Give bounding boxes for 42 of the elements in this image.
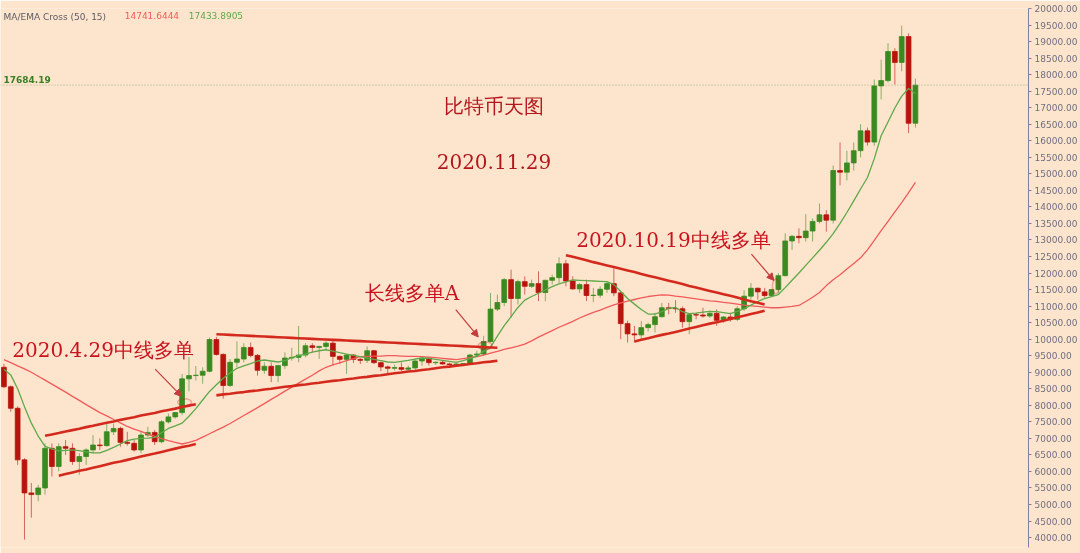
y-tick-label: 4000.00 bbox=[1034, 533, 1072, 544]
y-tick-label: 4500.00 bbox=[1034, 516, 1072, 527]
y-tick-label: 5000.00 bbox=[1034, 500, 1072, 511]
y-tick-label: 10500.00 bbox=[1034, 318, 1078, 329]
y-tick-label: 18500.00 bbox=[1034, 53, 1078, 64]
y-tick-label: 8500.00 bbox=[1034, 384, 1072, 395]
annotation: 2020.10.19中线多单 bbox=[576, 228, 771, 253]
y-tick-label: 7500.00 bbox=[1034, 417, 1072, 428]
y-tick-label: 13500.00 bbox=[1034, 218, 1078, 229]
y-tick-label: 17000.00 bbox=[1034, 103, 1078, 114]
y-tick-label: 10000.00 bbox=[1034, 334, 1078, 345]
y-tick-label: 12000.00 bbox=[1034, 268, 1078, 279]
y-tick-label: 16000.00 bbox=[1034, 136, 1078, 147]
legend-title: MA/EMA Cross (50, 15) bbox=[3, 11, 107, 22]
y-tick-label: 14000.00 bbox=[1034, 202, 1078, 213]
y-tick-label: 13000.00 bbox=[1034, 235, 1078, 246]
y-tick-label: 19000.00 bbox=[1034, 37, 1078, 48]
y-tick-label: 9500.00 bbox=[1034, 351, 1072, 362]
text: 17433.8905 bbox=[188, 10, 244, 21]
y-tick-label: 5500.00 bbox=[1034, 483, 1072, 494]
annotation: 2020.4.29中线多单 bbox=[12, 337, 195, 362]
y-tick-label: 9000.00 bbox=[1034, 367, 1072, 378]
y-tick-label: 6000.00 bbox=[1034, 466, 1072, 477]
y-tick-label: 8000.00 bbox=[1034, 400, 1072, 411]
y-tick-label: 11500.00 bbox=[1034, 285, 1078, 296]
y-tick-label: 12500.00 bbox=[1034, 252, 1078, 263]
y-tick-label: 16500.00 bbox=[1034, 119, 1078, 130]
text: 比特币天图 bbox=[443, 93, 544, 118]
y-tick-label: 20000.00 bbox=[1034, 4, 1078, 14]
y-tick-label: 18000.00 bbox=[1034, 70, 1078, 81]
y-tick-label: 6500.00 bbox=[1034, 450, 1072, 461]
y-tick-label: 17500.00 bbox=[1034, 86, 1078, 97]
y-tick-label: 11000.00 bbox=[1034, 301, 1078, 312]
y-tick-label: 19500.00 bbox=[1034, 20, 1078, 31]
y-tick-label: 15500.00 bbox=[1034, 152, 1078, 163]
ref-line-label: 17684.19 bbox=[3, 75, 51, 86]
text: 2020.11.29 bbox=[436, 150, 552, 175]
y-tick-label: 7000.00 bbox=[1034, 433, 1072, 444]
y-tick-label: 14500.00 bbox=[1034, 185, 1078, 196]
annotation: 长线多单A bbox=[364, 281, 460, 306]
text: 14741.6444 bbox=[124, 10, 180, 21]
y-tick-label: 15000.00 bbox=[1034, 169, 1078, 180]
